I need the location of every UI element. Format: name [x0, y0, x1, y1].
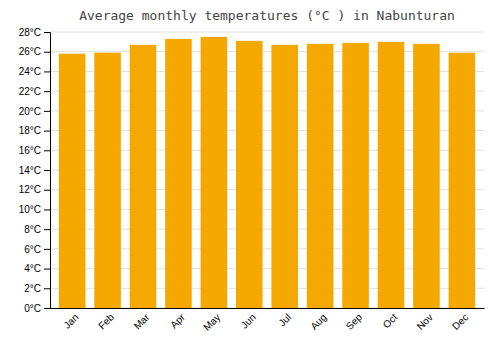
tick-label: Jun — [239, 312, 258, 331]
bar — [236, 41, 263, 308]
tick-mark — [44, 71, 50, 72]
tick-mark — [44, 308, 50, 309]
tick: Nov — [415, 312, 435, 332]
bar — [342, 43, 369, 308]
bar — [94, 53, 121, 308]
tick-label: Jan — [61, 312, 80, 331]
tick-mark — [44, 131, 50, 132]
bar — [378, 42, 405, 308]
axis-line — [51, 308, 485, 309]
tick: 10°C — [19, 204, 50, 215]
tick: 18°C — [19, 125, 50, 136]
tick-label: Oct — [381, 311, 400, 330]
tick: May — [201, 312, 222, 333]
tick-mark — [44, 209, 50, 210]
tick-label: 12°C — [19, 184, 41, 195]
tick: Sep — [344, 311, 365, 332]
bar — [413, 44, 440, 308]
tick-mark — [44, 170, 50, 171]
bar — [165, 39, 192, 308]
tick-label: 24°C — [19, 66, 41, 77]
tick: 26°C — [19, 46, 50, 57]
tick: Mar — [132, 311, 152, 331]
tick-label: 20°C — [19, 106, 41, 117]
bar — [271, 45, 298, 308]
plot: 0°C 2°C 4°C 6°C 8°C 10°C 12°C 14°C 16°C 18°C 20°C 2… — [19, 27, 485, 333]
tick-mark — [44, 111, 50, 112]
tick: Aug — [308, 312, 328, 332]
tick-label: 16°C — [19, 145, 41, 156]
tick: Apr — [168, 311, 187, 330]
tick: 0°C — [24, 303, 50, 314]
tick: Feb — [96, 311, 116, 331]
tick-mark — [44, 249, 50, 250]
tick-label: Mar — [132, 311, 152, 331]
chart: 0°C 2°C 4°C 6°C 8°C 10°C 12°C 14°C 16°C 18°C 20°C 2… — [0, 0, 500, 350]
tick-label: 18°C — [19, 125, 41, 136]
y-axis: 0°C 2°C 4°C 6°C 8°C 10°C 12°C 14°C 16°C 18°C 20°C 2… — [19, 27, 51, 314]
x-axis: Jan Feb Mar Apr May Jun Jul Aug Sep Oct Nov Dec — [51, 309, 485, 333]
tick: Jul — [276, 312, 293, 329]
tick: 20°C — [19, 106, 50, 117]
tick-label: Jul — [276, 312, 293, 329]
tick: 2°C — [24, 283, 50, 294]
tick-mark — [44, 229, 50, 230]
tick-label: 4°C — [24, 263, 41, 274]
tick-label: 14°C — [19, 165, 41, 176]
tick-label: May — [201, 312, 222, 333]
tick: 8°C — [24, 224, 50, 235]
tick-mark — [44, 288, 50, 289]
grid-line — [50, 32, 484, 33]
tick-mark — [44, 91, 50, 92]
bar — [449, 53, 476, 308]
tick: 6°C — [24, 244, 50, 255]
tick: 16°C — [19, 145, 50, 156]
tick: Oct — [381, 311, 400, 330]
tick: Dec — [450, 312, 470, 332]
tick-label: Sep — [344, 311, 365, 332]
tick-label: Nov — [415, 312, 435, 332]
tick-label: 10°C — [19, 204, 41, 215]
tick-label: Dec — [450, 312, 470, 332]
tick-label: Feb — [96, 311, 116, 331]
bars — [59, 37, 475, 308]
tick-label: 28°C — [19, 27, 41, 38]
tick: 22°C — [19, 86, 50, 97]
bar — [130, 45, 157, 308]
tick: 14°C — [19, 165, 50, 176]
tick-label: 22°C — [19, 86, 41, 97]
bar — [307, 44, 334, 308]
tick-mark — [44, 32, 50, 33]
tick-label: 8°C — [24, 224, 41, 235]
tick-label: 6°C — [24, 244, 41, 255]
tick-label: 2°C — [24, 283, 41, 294]
tick-label: Aug — [308, 312, 328, 332]
tick: Jan — [61, 312, 80, 331]
grid — [50, 32, 484, 308]
tick: 4°C — [24, 263, 50, 274]
tick: Jun — [239, 312, 258, 331]
tick-mark — [44, 150, 50, 151]
tick-mark — [44, 52, 50, 53]
tick-mark — [44, 190, 50, 191]
tick: 24°C — [19, 66, 50, 77]
tick-label: 0°C — [24, 303, 41, 314]
title: Average monthly temperatures (°C ) in Na… — [79, 8, 455, 23]
axis-line — [44, 33, 51, 309]
tick-mark — [44, 269, 50, 270]
tick: 28°C — [19, 27, 50, 38]
tick-label: Apr — [168, 311, 187, 330]
bar — [201, 37, 228, 308]
bar — [59, 54, 86, 308]
tick-label: 26°C — [19, 46, 41, 57]
tick: 12°C — [19, 184, 50, 195]
